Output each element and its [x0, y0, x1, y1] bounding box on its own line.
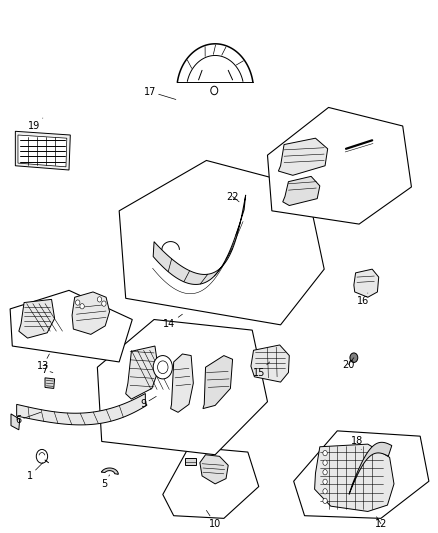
- Polygon shape: [72, 292, 110, 334]
- Polygon shape: [170, 354, 193, 413]
- Circle shape: [97, 297, 102, 302]
- Polygon shape: [97, 319, 267, 455]
- Text: 19: 19: [28, 118, 43, 131]
- Polygon shape: [15, 131, 70, 170]
- Polygon shape: [125, 346, 158, 399]
- Polygon shape: [119, 160, 323, 325]
- Text: 16: 16: [357, 293, 369, 306]
- Text: 1: 1: [27, 463, 43, 481]
- Polygon shape: [278, 138, 327, 175]
- Polygon shape: [199, 455, 228, 484]
- Polygon shape: [293, 431, 428, 519]
- Circle shape: [153, 356, 172, 379]
- Polygon shape: [282, 176, 319, 206]
- Text: 18: 18: [350, 437, 362, 449]
- Polygon shape: [314, 444, 393, 512]
- Polygon shape: [17, 393, 147, 425]
- Polygon shape: [153, 195, 245, 285]
- Text: 20: 20: [341, 358, 353, 369]
- Text: 14: 14: [163, 314, 182, 329]
- Circle shape: [80, 304, 84, 309]
- Circle shape: [349, 353, 357, 362]
- Circle shape: [322, 489, 326, 494]
- Polygon shape: [353, 269, 378, 297]
- Circle shape: [322, 460, 326, 465]
- Circle shape: [322, 479, 326, 484]
- Text: 22: 22: [226, 191, 239, 202]
- Polygon shape: [19, 300, 54, 338]
- Text: 10: 10: [206, 511, 221, 529]
- Circle shape: [322, 470, 326, 475]
- Circle shape: [322, 498, 326, 504]
- Text: 17: 17: [143, 86, 176, 100]
- Circle shape: [322, 450, 326, 456]
- Polygon shape: [267, 108, 410, 224]
- Text: 7: 7: [41, 365, 53, 375]
- Text: 5: 5: [101, 475, 110, 489]
- Circle shape: [75, 300, 80, 305]
- Polygon shape: [184, 458, 195, 465]
- Text: 13: 13: [37, 354, 49, 371]
- Polygon shape: [18, 135, 67, 167]
- Polygon shape: [11, 414, 20, 430]
- Circle shape: [157, 361, 168, 374]
- Text: 12: 12: [374, 517, 386, 529]
- Polygon shape: [10, 290, 132, 362]
- Polygon shape: [162, 447, 258, 519]
- Text: 9: 9: [140, 397, 156, 409]
- Polygon shape: [45, 378, 54, 389]
- Polygon shape: [202, 356, 232, 409]
- Polygon shape: [251, 345, 289, 382]
- Text: 6: 6: [15, 413, 41, 425]
- Circle shape: [102, 301, 106, 306]
- Circle shape: [210, 86, 217, 95]
- Polygon shape: [348, 442, 391, 495]
- Circle shape: [36, 449, 47, 463]
- Text: 15: 15: [252, 362, 269, 377]
- Polygon shape: [101, 468, 118, 474]
